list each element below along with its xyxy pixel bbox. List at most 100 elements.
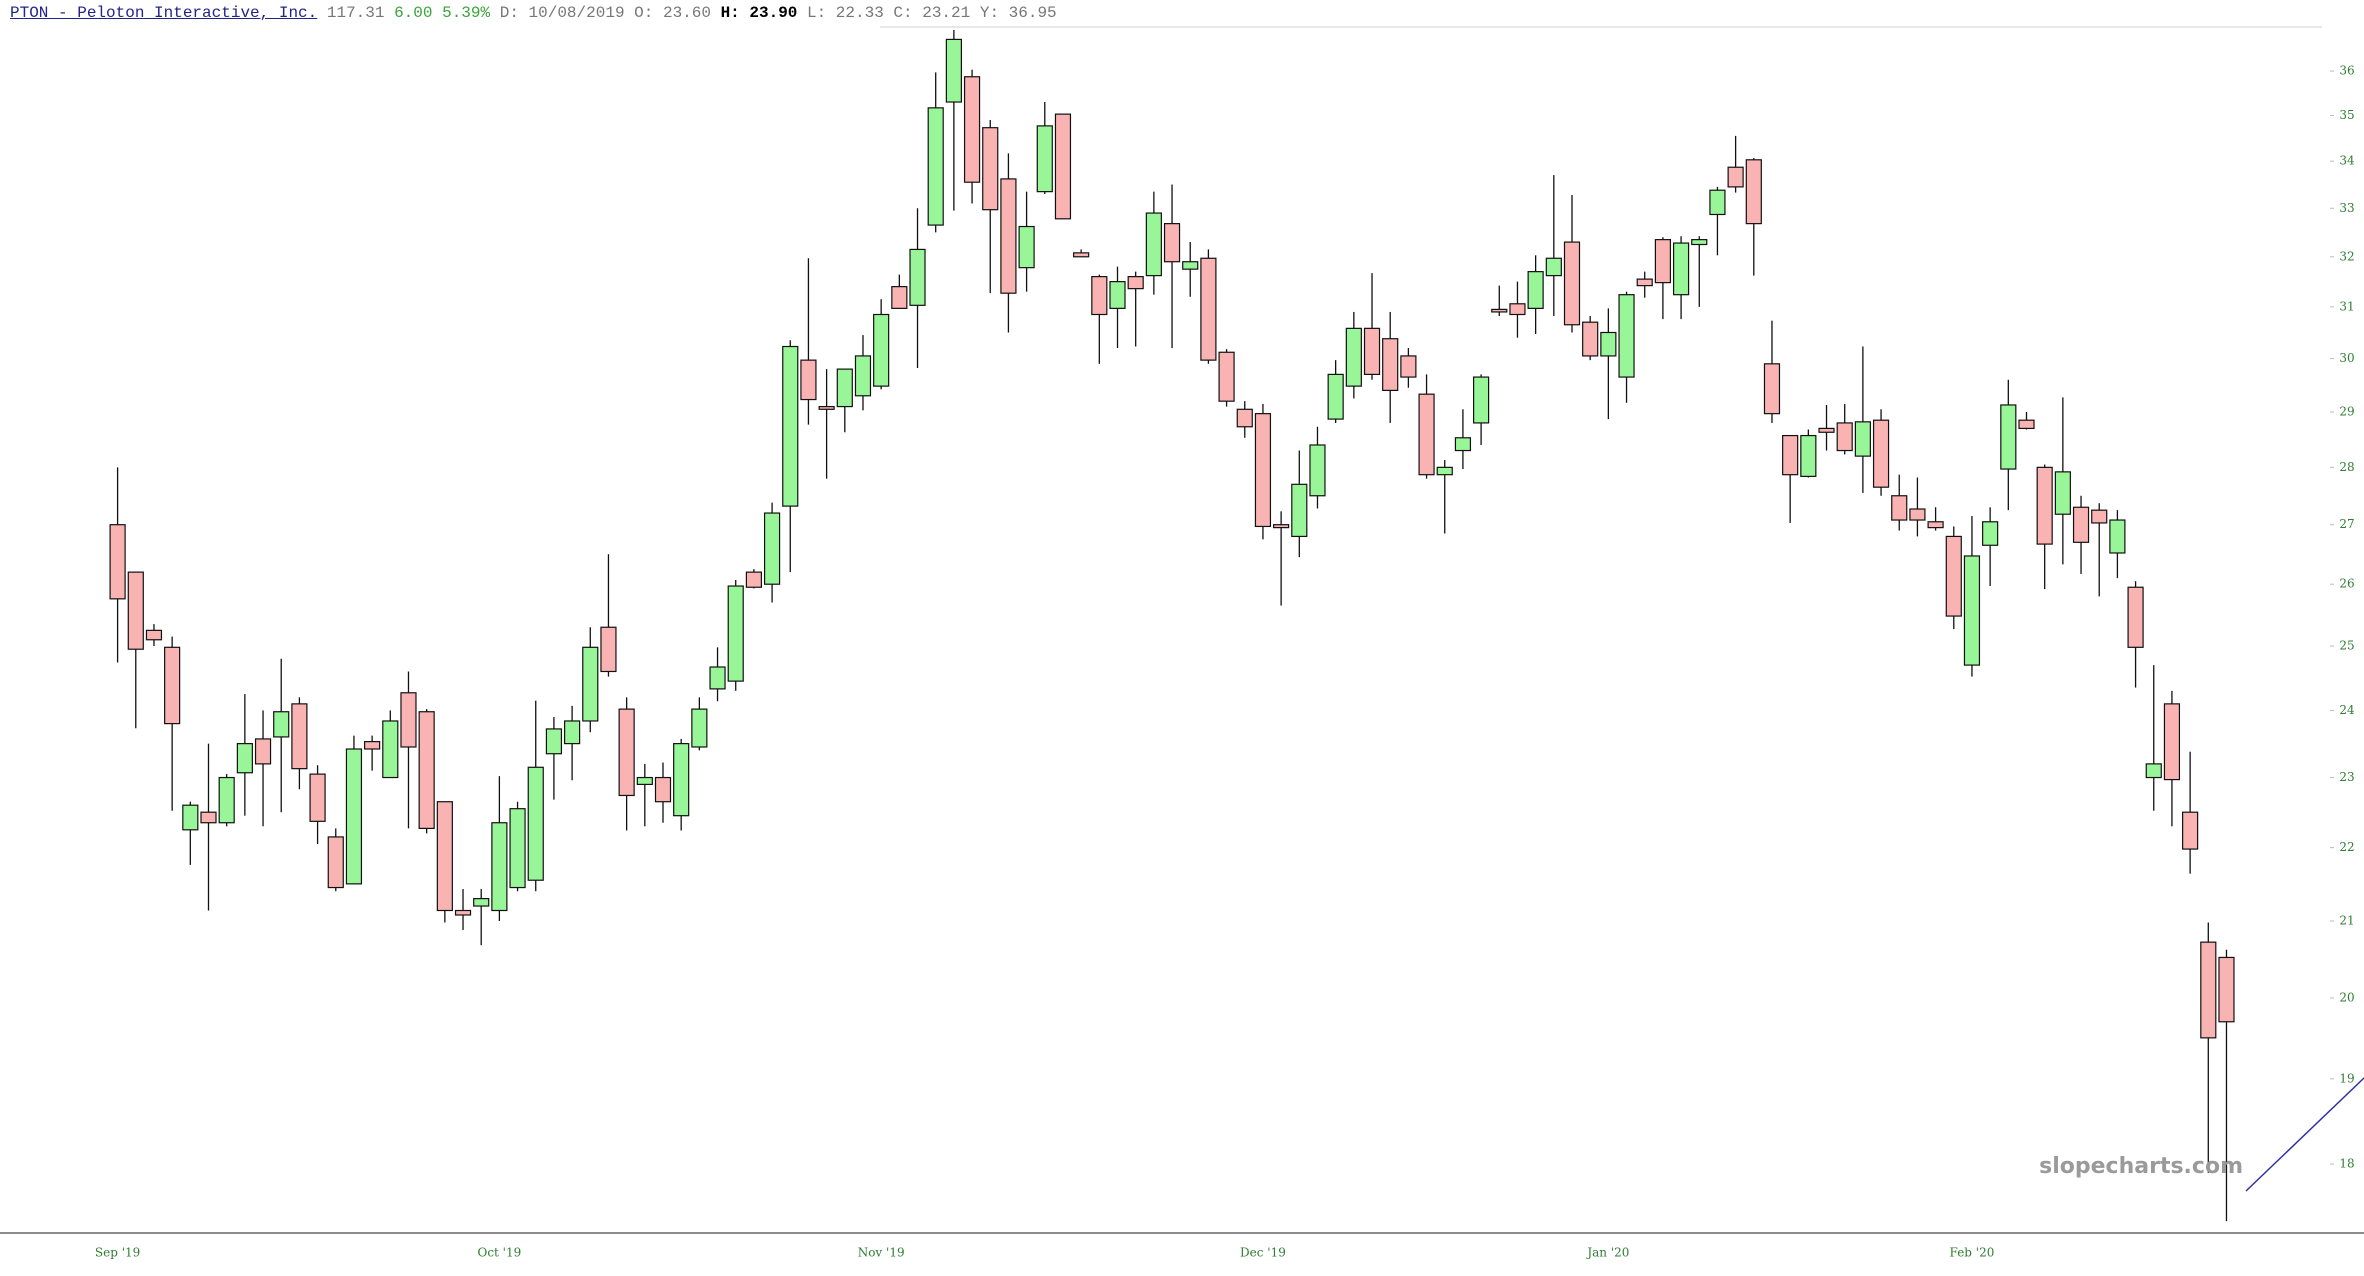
candle-body [854, 355, 872, 397]
candle-body [1618, 294, 1635, 378]
candle-body [145, 629, 163, 641]
high: H: 23.90 [720, 4, 798, 22]
candle-body [436, 801, 453, 912]
candle-body [291, 703, 308, 770]
candle-body [1291, 483, 1308, 538]
candle-body [236, 743, 253, 774]
candle-body [763, 512, 781, 585]
x-tick-label: Feb '20 [1950, 1246, 1995, 1260]
candle-body [818, 405, 835, 410]
x-tick-label: Jan '20 [1585, 1246, 1629, 1260]
x-tick-label: Nov '19 [858, 1246, 905, 1260]
candle-body [1400, 355, 1417, 378]
candle-body [254, 738, 272, 765]
candle-body [2218, 956, 2235, 1023]
candle-body [382, 720, 399, 779]
candle-body [1382, 338, 1399, 392]
y-tick-label: 20 [2339, 990, 2354, 1004]
candle-body [1727, 166, 1744, 188]
x-tick-label: Sep '19 [95, 1246, 140, 1260]
candle-body [927, 107, 944, 226]
date: D: 10/08/2019 [499, 4, 625, 22]
candle-body [527, 766, 544, 881]
y-tick-label: 26 [2339, 577, 2354, 591]
candle-body [2036, 466, 2053, 545]
candle-body [1545, 257, 1562, 277]
candle-body [327, 836, 344, 889]
candle-body [164, 646, 181, 725]
candle-body [2200, 941, 2217, 1039]
candle-body [727, 585, 744, 682]
candle-body [1054, 113, 1072, 220]
candle-body [1200, 257, 1217, 361]
candle-body [1636, 278, 1653, 287]
candle-body [218, 776, 235, 824]
candle-body [873, 313, 890, 387]
candle-body [691, 708, 708, 748]
candle-body [745, 571, 763, 588]
candle-body [364, 741, 381, 750]
change: 6.00 [394, 4, 433, 22]
y-tick-label: 27 [2339, 517, 2354, 531]
candle-body [1073, 252, 1090, 258]
candle-body [1454, 437, 1472, 452]
candle-body [2109, 519, 2126, 554]
candle-body [1963, 555, 1981, 666]
candle-body [345, 748, 363, 885]
candle-body [618, 708, 635, 797]
y-tick-label: 18 [2339, 1157, 2354, 1171]
candle-body [891, 286, 908, 309]
change-pct: 5.39% [442, 4, 491, 22]
candle-body [1927, 521, 1944, 529]
y-tick-label: 35 [2339, 108, 2354, 122]
y-tick-label: 32 [2339, 249, 2354, 263]
last-price: 117.31 [326, 4, 385, 22]
candle-body [582, 646, 599, 722]
candle-body [1891, 495, 1908, 521]
candle-body [1018, 225, 1035, 269]
y-tick-label: 23 [2339, 770, 2354, 784]
y-tick-label: 21 [2339, 913, 2354, 927]
candle-body [1672, 242, 1690, 296]
x-tick-label: Oct '19 [477, 1246, 521, 1260]
candle-body [1091, 276, 1108, 316]
candle-body [982, 127, 999, 211]
candle-body [1182, 261, 1199, 270]
candle-body [2145, 763, 2162, 779]
candle-body [1163, 223, 1181, 263]
candle-body [1309, 444, 1326, 497]
candle-body [1036, 125, 1053, 193]
candle-body [836, 368, 853, 408]
candle-body [1273, 524, 1290, 529]
candle-body [1472, 376, 1490, 424]
candle-body [945, 38, 962, 103]
year-high: Y: 36.95 [979, 4, 1057, 22]
candle-body [782, 345, 799, 507]
candle-body [418, 711, 435, 829]
y-tick-label: 22 [2339, 840, 2354, 854]
candle-body [1363, 327, 1381, 376]
candle-body [2018, 419, 2035, 430]
candle-body [1854, 421, 1871, 457]
candle-body [1709, 189, 1726, 216]
candle-body [1109, 281, 1126, 309]
candle-body [1836, 422, 1853, 452]
candle-body [636, 776, 653, 786]
candle-body [1327, 373, 1344, 420]
y-tick-label: 25 [2339, 639, 2354, 653]
symbol-link[interactable]: PTON - Peloton Interactive, Inc. [10, 4, 318, 22]
candle-body [1800, 434, 1817, 477]
candle-body [109, 524, 126, 600]
y-tick-label: 28 [2339, 460, 2354, 474]
candle-body [1945, 535, 1962, 617]
candle-body [2163, 703, 2181, 781]
low: L: 22.33 [807, 4, 884, 22]
y-tick-label: 36 [2339, 64, 2354, 78]
candle-body [1763, 363, 1781, 415]
y-tick-label: 24 [2339, 703, 2355, 717]
candle-body [1218, 351, 1235, 402]
candle-body [273, 711, 290, 738]
candle-body [1254, 413, 1272, 528]
y-tick-label: 30 [2339, 351, 2354, 365]
